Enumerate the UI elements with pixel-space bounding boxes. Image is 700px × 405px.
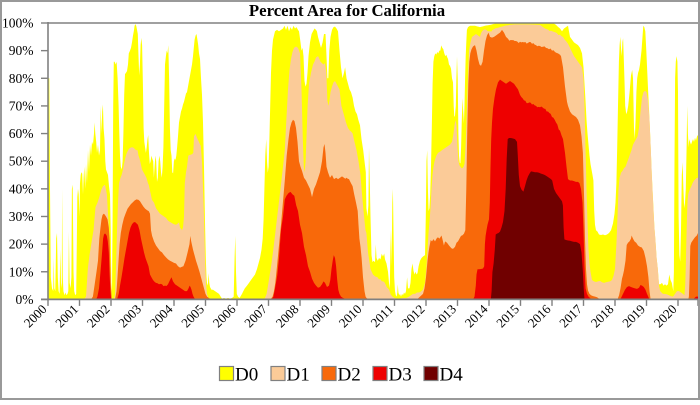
svg-text:Percent Area for California: Percent Area for California	[249, 1, 446, 20]
svg-text:10%: 10%	[9, 264, 34, 279]
svg-text:20%: 20%	[9, 237, 34, 252]
svg-text:D1: D1	[287, 365, 310, 386]
svg-text:40%: 40%	[9, 181, 34, 196]
svg-text:80%: 80%	[9, 71, 34, 86]
svg-text:90%: 90%	[9, 43, 34, 58]
svg-text:70%: 70%	[9, 98, 34, 113]
svg-text:D0: D0	[235, 365, 258, 386]
svg-text:D2: D2	[338, 365, 361, 386]
svg-text:30%: 30%	[9, 209, 34, 224]
svg-text:50%: 50%	[9, 154, 34, 169]
svg-text:0%: 0%	[16, 292, 34, 307]
svg-text:100%: 100%	[2, 16, 34, 31]
svg-text:60%: 60%	[9, 126, 34, 141]
svg-text:D3: D3	[389, 365, 412, 386]
svg-text:D4: D4	[440, 365, 464, 386]
